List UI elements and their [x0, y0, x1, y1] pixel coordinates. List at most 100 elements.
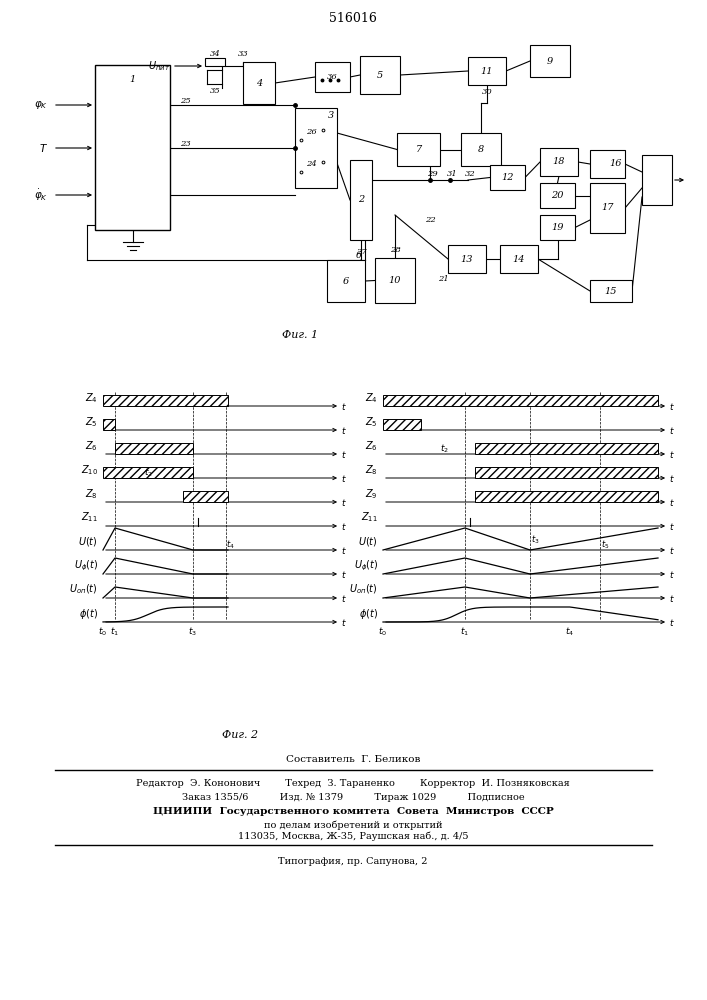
- Text: 2: 2: [358, 196, 364, 205]
- Bar: [500, 245, 538, 273]
- Text: 11: 11: [481, 66, 493, 76]
- Text: 3: 3: [328, 111, 334, 120]
- Text: $Z_{11}$: $Z_{11}$: [81, 511, 98, 524]
- Text: $t$: $t$: [341, 544, 347, 556]
- Text: 20: 20: [551, 191, 563, 200]
- Bar: [103, 467, 193, 478]
- Bar: [360, 56, 400, 94]
- Text: Составитель  Г. Беликов: Составитель Г. Беликов: [286, 756, 420, 764]
- Bar: [95, 65, 170, 230]
- Text: $Z_9$: $Z_9$: [366, 487, 378, 500]
- Text: $Z_8$: $Z_8$: [86, 487, 98, 500]
- Text: по делам изобретений и открытий: по делам изобретений и открытий: [264, 820, 443, 830]
- Bar: [397, 133, 440, 166]
- Text: $t$: $t$: [341, 424, 347, 436]
- Bar: [183, 491, 228, 502]
- Text: $t_2$: $t_2$: [440, 443, 448, 455]
- Text: ЦНИИПИ  Государственного комитета  Совета  Министров  СССР: ЦНИИПИ Государственного комитета Совета …: [153, 808, 554, 816]
- Text: $U_{оп}(t)$: $U_{оп}(t)$: [69, 583, 98, 596]
- Text: $Z_4$: $Z_4$: [85, 391, 98, 404]
- Bar: [295, 108, 337, 188]
- Text: $U(t)$: $U(t)$: [78, 535, 98, 548]
- Text: 29: 29: [426, 170, 438, 178]
- Text: 4: 4: [256, 79, 262, 88]
- Text: Типография, пр. Сапунова, 2: Типография, пр. Сапунова, 2: [279, 857, 428, 866]
- Bar: [590, 183, 625, 233]
- Text: 14: 14: [513, 254, 525, 263]
- Text: 17: 17: [601, 204, 614, 213]
- Text: 21: 21: [438, 275, 448, 283]
- Text: $\phi(t)$: $\phi(t)$: [79, 607, 98, 621]
- Text: $t$: $t$: [669, 473, 675, 484]
- Bar: [375, 258, 415, 303]
- Text: 22: 22: [425, 216, 436, 224]
- Bar: [103, 419, 115, 430]
- Bar: [540, 148, 578, 176]
- Bar: [490, 165, 525, 190]
- Bar: [540, 183, 575, 208]
- Text: 6: 6: [356, 250, 362, 259]
- Text: 30: 30: [481, 88, 492, 96]
- Text: $t_0$: $t_0$: [98, 626, 107, 638]
- Text: $t_3$: $t_3$: [531, 534, 539, 546]
- Text: Фиг. 1: Фиг. 1: [282, 330, 318, 340]
- Bar: [327, 260, 365, 302]
- Text: $t$: $t$: [669, 400, 675, 412]
- Text: $t_4$: $t_4$: [226, 539, 234, 551]
- Text: 5: 5: [377, 70, 383, 80]
- Text: 34: 34: [209, 50, 221, 58]
- Text: $U_{оп}(t)$: $U_{оп}(t)$: [349, 583, 378, 596]
- Text: $Z_6$: $Z_6$: [86, 439, 98, 452]
- Bar: [103, 395, 228, 406]
- Text: $t_3$: $t_3$: [189, 626, 197, 638]
- Text: $t$: $t$: [669, 616, 675, 628]
- Text: $t$: $t$: [669, 520, 675, 532]
- Text: $Z_{11}$: $Z_{11}$: [361, 511, 378, 524]
- Text: $T$: $T$: [39, 142, 48, 154]
- Bar: [461, 133, 501, 166]
- Bar: [590, 280, 632, 302]
- Bar: [530, 45, 570, 77]
- Text: $U_\phi(t)$: $U_\phi(t)$: [74, 558, 98, 573]
- Text: $t$: $t$: [341, 473, 347, 484]
- Bar: [475, 491, 658, 502]
- Text: $U(t)$: $U(t)$: [358, 535, 378, 548]
- Text: 27: 27: [356, 248, 366, 256]
- Text: $\varphi_K$: $\varphi_K$: [34, 99, 48, 111]
- Bar: [642, 155, 672, 205]
- Text: $\dot{\varphi}_K$: $\dot{\varphi}_K$: [34, 187, 48, 203]
- Text: $U_\phi(t)$: $U_\phi(t)$: [354, 558, 378, 573]
- Bar: [590, 150, 625, 178]
- Text: $t_2$: $t_2$: [144, 467, 153, 479]
- Text: 516016: 516016: [329, 11, 377, 24]
- Text: $t$: $t$: [669, 496, 675, 508]
- Text: 33: 33: [238, 50, 248, 58]
- Bar: [540, 215, 575, 240]
- Text: $t_1$: $t_1$: [460, 626, 469, 638]
- Text: $Z_{10}$: $Z_{10}$: [81, 463, 98, 477]
- Text: 16: 16: [609, 159, 621, 168]
- Bar: [468, 57, 506, 85]
- Bar: [383, 419, 421, 430]
- Text: 24: 24: [305, 160, 316, 168]
- Bar: [205, 58, 225, 66]
- Text: $t$: $t$: [669, 544, 675, 556]
- Text: $U_{пит}$: $U_{пит}$: [148, 59, 170, 73]
- Text: $t$: $t$: [669, 592, 675, 603]
- Text: $t$: $t$: [341, 400, 347, 412]
- Text: 25: 25: [180, 97, 190, 105]
- Text: $t$: $t$: [341, 520, 347, 532]
- Bar: [383, 395, 658, 406]
- Text: $t$: $t$: [341, 448, 347, 460]
- Bar: [475, 467, 658, 478]
- Text: Фиг. 2: Фиг. 2: [222, 730, 258, 740]
- Text: 6: 6: [343, 276, 349, 286]
- Text: Редактор  Э. Кононович        Техред  З. Тараненко        Корректор  И. Позняков: Редактор Э. Кононович Техред З. Тараненк…: [136, 778, 570, 788]
- Text: 10: 10: [389, 276, 402, 285]
- Text: $t_0$: $t_0$: [378, 626, 387, 638]
- Text: $t_4$: $t_4$: [566, 626, 575, 638]
- Text: $Z_4$: $Z_4$: [365, 391, 378, 404]
- Text: 35: 35: [209, 87, 221, 95]
- Text: 15: 15: [604, 286, 617, 296]
- Bar: [115, 443, 193, 454]
